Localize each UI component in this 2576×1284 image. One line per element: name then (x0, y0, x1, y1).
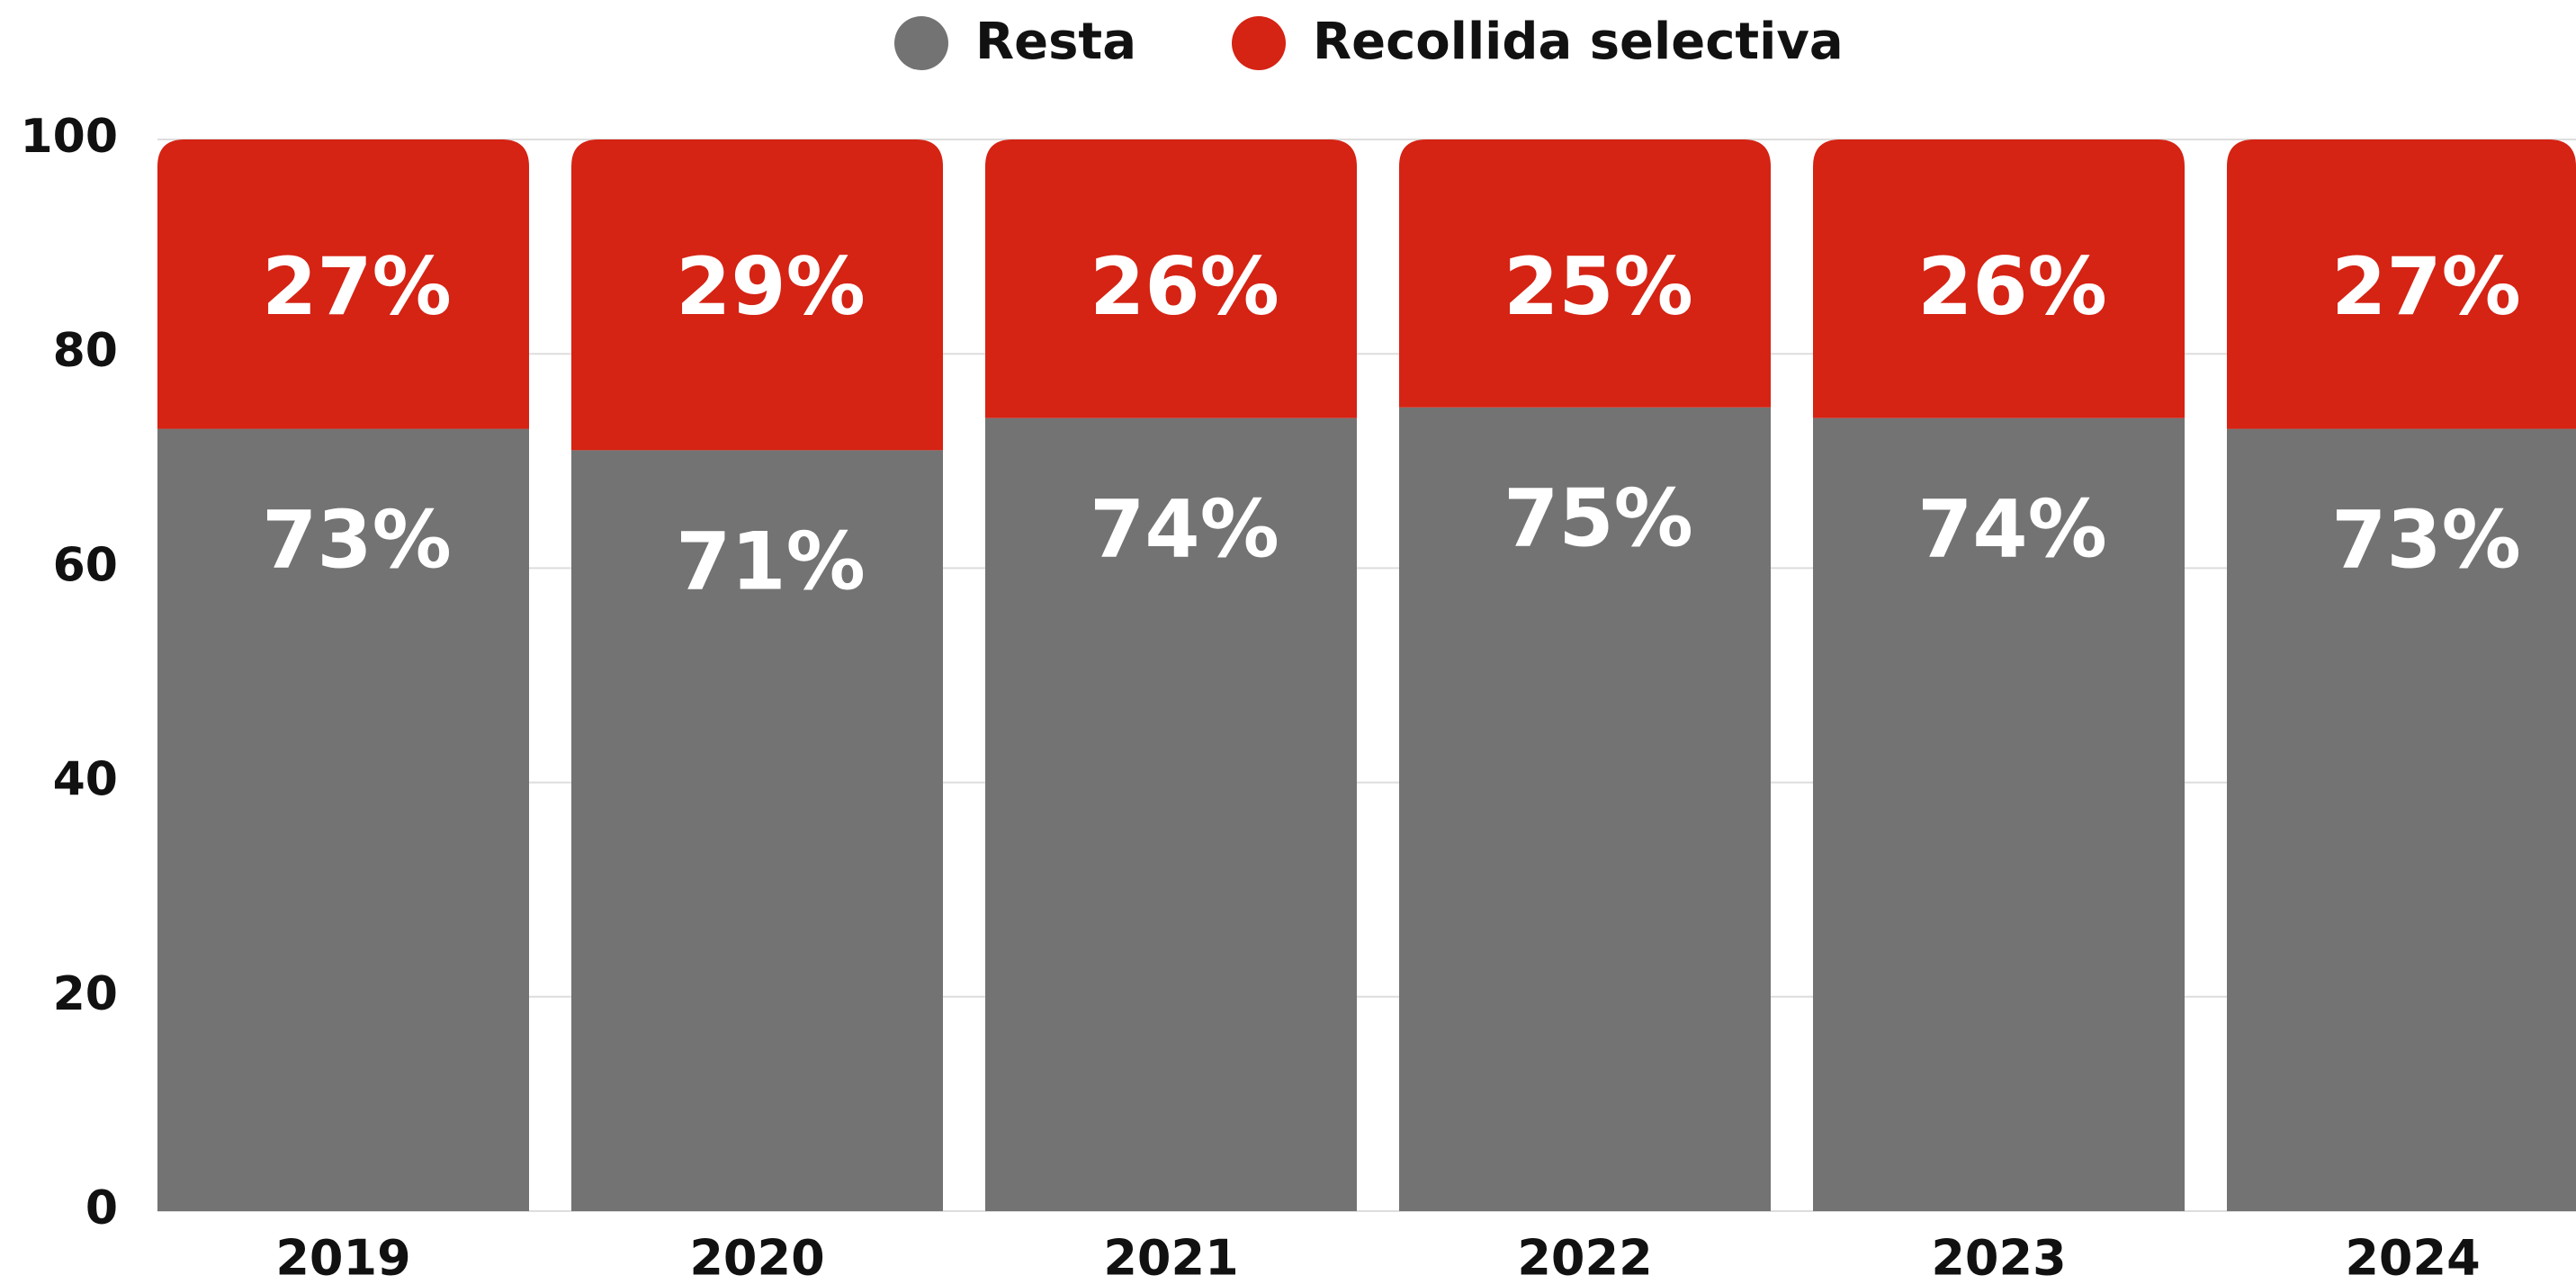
bar-segment (1399, 407, 1771, 1211)
x-tick-label: 2022 (1517, 1230, 1652, 1284)
bar-segment (985, 418, 1357, 1211)
y-tick-label: 20 (53, 967, 118, 1021)
x-tick-label: 2020 (689, 1230, 824, 1284)
legend-swatch (894, 16, 948, 70)
legend-label: Recollida selectiva (1313, 13, 1844, 71)
y-tick-label: 0 (85, 1181, 118, 1235)
bar-segment (1399, 139, 1771, 408)
bar-segment (157, 428, 529, 1211)
bar-segment (2227, 428, 2576, 1211)
x-tick-label: 2019 (275, 1230, 410, 1284)
bar-segment (571, 139, 943, 451)
data-label: 25% (1503, 240, 1693, 333)
data-label: 73% (2331, 493, 2521, 586)
y-tick-label: 60 (53, 538, 118, 592)
x-tick-label: 2023 (1931, 1230, 2066, 1284)
data-label: 75% (1503, 472, 1693, 565)
bar-segment (157, 139, 529, 429)
y-tick-label: 80 (53, 324, 118, 378)
legend-label: Resta (975, 13, 1136, 71)
x-tick-label: 2021 (1103, 1230, 1238, 1284)
data-label: 73% (262, 493, 452, 586)
bar-segment (985, 139, 1357, 418)
bar-segment (571, 450, 943, 1211)
data-label: 71% (676, 515, 866, 607)
data-label: 26% (1090, 240, 1279, 333)
bar-segment (1813, 139, 2185, 418)
data-label: 74% (1090, 483, 1279, 576)
bar-segment (2227, 139, 2576, 429)
y-tick-label: 100 (20, 110, 118, 164)
data-label: 74% (1917, 483, 2107, 576)
data-label: 27% (262, 240, 452, 333)
legend-swatch (1232, 16, 1286, 70)
data-label: 29% (676, 240, 866, 333)
y-tick-label: 40 (53, 753, 118, 807)
bar-segment (1813, 418, 2185, 1211)
x-tick-label: 2024 (2345, 1230, 2480, 1284)
data-label: 27% (2331, 240, 2521, 333)
data-label: 26% (1917, 240, 2107, 333)
